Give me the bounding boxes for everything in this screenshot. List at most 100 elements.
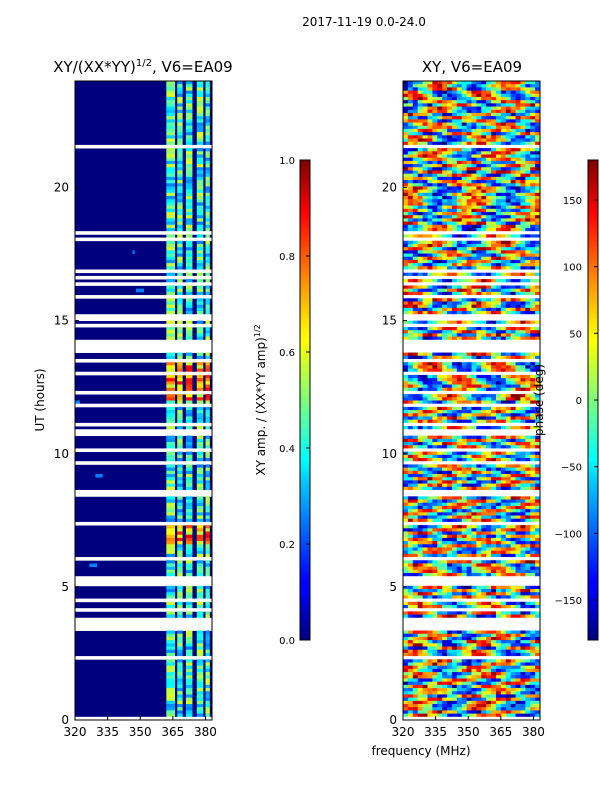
phase-cell [471, 259, 477, 264]
phase-cell [447, 259, 453, 264]
phase-cell [515, 176, 521, 181]
phase-cell [520, 512, 526, 516]
phase-cell [437, 90, 443, 95]
amplitude-title-tail: , V6=EA09 [152, 58, 233, 76]
amplitude-cell [185, 109, 193, 114]
phase-cell [520, 553, 526, 558]
phase-cell [525, 90, 531, 95]
phase-cell [403, 454, 409, 459]
phase-cell [451, 106, 458, 111]
phase-cell [486, 531, 492, 536]
phase-cell [442, 333, 448, 337]
phase-cell [417, 243, 423, 248]
amplitude-cell [196, 183, 204, 187]
phase-cell [412, 502, 419, 507]
phase-cell [505, 365, 512, 369]
phase-cell [432, 515, 438, 520]
phase-cell [525, 544, 531, 548]
phase-cell [486, 467, 492, 472]
phase-cell [500, 93, 507, 98]
phase-cell [495, 183, 502, 187]
phase-cell [481, 378, 487, 382]
phase-cell [515, 196, 521, 200]
phase-cell [403, 512, 409, 516]
phase-cell [442, 640, 448, 644]
phase-cell [447, 215, 453, 219]
phase-cell [437, 544, 443, 548]
phase-cell [525, 288, 531, 293]
phase-cell [407, 595, 414, 599]
amplitude-cell [166, 691, 176, 695]
amplitude-cell [185, 665, 193, 670]
phase-cell [442, 483, 448, 488]
phase-cell [417, 659, 423, 663]
phase-cell [535, 253, 541, 258]
amplitude-cell [166, 141, 176, 146]
phase-cell [505, 458, 512, 462]
phase-cell [427, 384, 433, 389]
phase-cell [530, 410, 536, 414]
phase-cell [427, 473, 433, 478]
amplitude-cell [177, 109, 183, 114]
phase-cell [451, 365, 458, 369]
phase-cell [407, 636, 414, 641]
phase-cell [427, 327, 433, 331]
phase-cell [491, 480, 497, 484]
phase-cell [403, 569, 409, 574]
phase-cell [495, 355, 502, 360]
phase-cell [437, 183, 443, 187]
phase-cell [403, 413, 409, 417]
phase-cell [466, 630, 472, 635]
amplitude-cell [177, 307, 183, 312]
phase-cell [481, 592, 487, 596]
phase-cell [417, 384, 423, 389]
phase-cell [437, 160, 443, 165]
phase-cell [466, 595, 472, 599]
phase-cell [491, 173, 497, 178]
phase-cell [437, 202, 443, 207]
phase-cell [505, 394, 512, 398]
amplitude-cell [205, 442, 210, 446]
phase-cell [495, 502, 502, 507]
phase-cell [407, 387, 414, 392]
phase-cell [491, 592, 497, 596]
phase-cell [495, 141, 502, 146]
phase-cell [505, 311, 512, 315]
amplitude-cell [185, 499, 193, 504]
amplitude-cell [185, 112, 193, 117]
phase-cell [476, 224, 482, 229]
phase-cell [510, 218, 516, 222]
phase-cell [495, 96, 502, 101]
phase-cell [535, 211, 541, 216]
amplitude-cell [177, 93, 183, 98]
phase-cell [471, 531, 477, 536]
phase-cell [407, 336, 414, 341]
amplitude-cell [166, 96, 176, 101]
phase-cell [432, 125, 438, 130]
amplitude-cell [196, 221, 204, 226]
phase-cell [422, 279, 428, 283]
phase-cell [486, 320, 492, 325]
phase-cell [491, 90, 497, 95]
phase-cell [476, 116, 482, 120]
phase-cell [403, 307, 409, 312]
amplitude-cell [196, 681, 204, 686]
phase-cell [510, 234, 516, 238]
phase-cell [500, 544, 507, 548]
phase-cell [422, 614, 428, 619]
phase-cell [422, 288, 428, 293]
phase-cell [530, 170, 536, 175]
phase-cell [412, 531, 419, 536]
phase-cell [427, 569, 433, 574]
phase-cell [500, 122, 507, 127]
phase-cell [403, 259, 409, 264]
phase-cell [471, 151, 477, 155]
phase-cell [471, 467, 477, 472]
phase-cell [525, 541, 531, 545]
amplitude-cell [166, 119, 176, 123]
phase-cell [417, 160, 423, 165]
amplitude-cell [196, 132, 204, 136]
amplitude-cell [177, 148, 183, 152]
phase-cell [476, 531, 482, 536]
phase-cell [495, 464, 502, 468]
